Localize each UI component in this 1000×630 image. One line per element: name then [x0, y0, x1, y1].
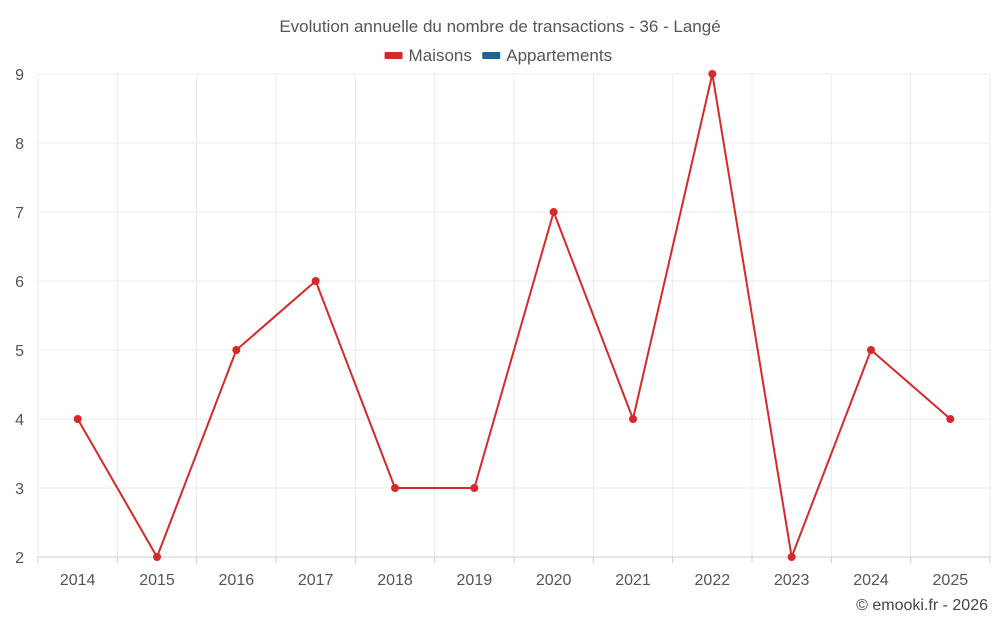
data-point[interactable] [867, 346, 875, 354]
x-axis: 2014 2015 2016 2017 2018 2019 2020 2021 2022 2023… [37, 556, 991, 589]
legend-item[interactable]: Maisons [384, 46, 472, 65]
legend-swatch [384, 52, 403, 59]
grid [37, 73, 991, 558]
y-tick-label: 4 [15, 412, 24, 429]
data-point[interactable] [153, 553, 161, 561]
y-tick-label: 6 [15, 274, 24, 291]
legend-label: Appartements [506, 46, 612, 65]
credit-text: © emooki.fr - 2026 [856, 597, 988, 614]
data-point[interactable] [311, 277, 320, 285]
x-tick-label: 2016 [219, 572, 255, 589]
data-point[interactable] [391, 484, 399, 492]
x-tick-label: 2024 [853, 572, 889, 589]
y-tick-label: 5 [15, 343, 24, 360]
x-tick-label: 2015 [139, 572, 175, 589]
y-axis: 2 3 4 5 6 7 8 9 [15, 67, 24, 567]
data-point[interactable] [232, 346, 241, 354]
chart-title: Evolution annuelle du nombre de transact… [279, 17, 720, 36]
legend-label: Maisons [409, 46, 472, 65]
x-tick-label: 2019 [457, 572, 493, 589]
x-tick-label: 2022 [695, 572, 731, 589]
legend: Maisons Appartements [384, 46, 612, 65]
data-point[interactable] [787, 553, 796, 561]
x-tick-label: 2014 [60, 572, 96, 589]
y-tick-label: 9 [15, 67, 24, 84]
y-tick-label: 3 [15, 481, 24, 498]
x-tick-label: 2021 [615, 572, 651, 589]
data-point[interactable] [946, 415, 955, 423]
data-point[interactable] [549, 208, 558, 216]
series-line [76, 73, 951, 558]
data-point[interactable] [629, 415, 637, 423]
legend-item[interactable]: Appartements [482, 46, 612, 65]
y-tick-label: 7 [15, 205, 24, 222]
x-tick-label: 2017 [298, 572, 334, 589]
legend-swatch [482, 52, 501, 59]
y-tick-label: 2 [15, 550, 24, 567]
x-tick-label: 2020 [536, 572, 572, 589]
series-layer [73, 70, 955, 561]
x-tick-label: 2025 [933, 572, 969, 589]
data-point[interactable] [708, 70, 717, 78]
y-tick-label: 8 [15, 136, 24, 153]
x-tick-label: 2018 [377, 572, 413, 589]
data-point[interactable] [73, 415, 82, 423]
x-tick-label: 2023 [774, 572, 810, 589]
data-point[interactable] [470, 484, 479, 492]
